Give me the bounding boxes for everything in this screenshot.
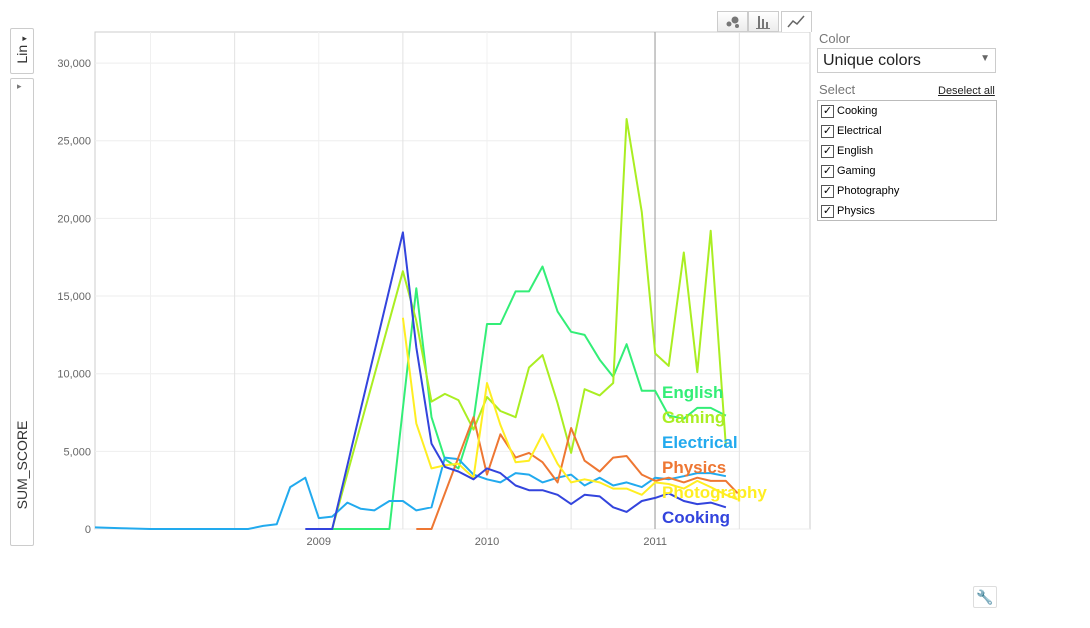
checklist-item-label: Electrical [837, 125, 882, 137]
series-line-physics[interactable] [416, 416, 739, 530]
checklist-item-label: Physics [837, 205, 875, 217]
y-tick-label: 30,000 [57, 58, 91, 70]
series-end-label: Photography [662, 483, 767, 502]
x-tick-label: 2010 [475, 536, 499, 548]
series-checklist: ✓ Cooking ✓ Electrical ✓ English ✓ Gamin… [817, 100, 997, 221]
checklist-item-label: Photography [837, 185, 900, 197]
bar-chart-icon [756, 16, 770, 29]
series-line-photography[interactable] [401, 317, 739, 501]
checklist-item-label: Gaming [837, 165, 876, 177]
series-end-label: English [662, 383, 723, 402]
checkbox-checked-icon[interactable]: ✓ [821, 105, 834, 118]
series-lines [94, 118, 739, 530]
grid-lines [95, 32, 810, 530]
bubble-view-button[interactable] [717, 11, 748, 32]
y-tick-label: 10,000 [57, 369, 91, 381]
y-axis-field-tab[interactable]: ▸ SUM_SCORE [10, 78, 34, 546]
series-end-label: Gaming [662, 408, 725, 427]
bubble-icon [726, 16, 739, 28]
checklist-item-label: Cooking [837, 105, 878, 117]
checkbox-checked-icon[interactable]: ✓ [821, 185, 834, 198]
x-tick-label: 2011 [643, 536, 667, 548]
bar-view-button[interactable] [748, 11, 779, 32]
series-line-cooking[interactable] [305, 231, 727, 530]
x-tick-label: 2009 [307, 536, 331, 548]
select-label: Select [819, 82, 856, 97]
series-end-label: Cooking [662, 508, 730, 527]
y-tick-label: 5,000 [63, 446, 91, 458]
y-tick-label: 15,000 [57, 291, 91, 303]
checkbox-checked-icon[interactable]: ✓ [821, 205, 834, 218]
plot-area [94, 31, 811, 530]
checkbox-checked-icon[interactable]: ✓ [821, 145, 834, 158]
y-tick-label: 0 [85, 524, 91, 536]
end-labels: English Gaming Electrical Physics Photograph… [662, 383, 767, 527]
line-chart: 0 5,000 10,000 15,000 20,000 25,000 30,000 2009… [57, 31, 811, 548]
color-label: Color [819, 31, 851, 46]
series-line-gaming[interactable] [318, 118, 727, 530]
color-select[interactable]: Unique colors ▼ [817, 48, 996, 73]
series-end-label: Electrical [662, 433, 738, 452]
y-tick-label: 20,000 [57, 213, 91, 225]
scale-toggle-tab[interactable]: Lin ▾ [10, 28, 34, 74]
series-line-electrical[interactable] [94, 456, 727, 530]
settings-button[interactable]: 🔧 [973, 586, 997, 608]
checkbox-checked-icon[interactable]: ✓ [821, 125, 834, 138]
checkbox-checked-icon[interactable]: ✓ [821, 165, 834, 178]
checklist-item-label: English [837, 145, 874, 157]
dropdown-arrow-icon: ▼ [980, 53, 990, 64]
line-view-button[interactable] [781, 11, 812, 32]
line-chart-icon [787, 15, 805, 28]
axes: 0 5,000 10,000 15,000 20,000 25,000 30,000 2009… [57, 58, 667, 548]
y-tick-label: 25,000 [57, 136, 91, 148]
wrench-icon: 🔧 [976, 589, 994, 605]
deselect-all-link[interactable]: Deselect all [938, 85, 995, 97]
chevron-right-icon: ▸ [17, 81, 22, 91]
color-select-value: Unique colors [823, 52, 921, 69]
series-end-label: Physics [662, 458, 726, 477]
